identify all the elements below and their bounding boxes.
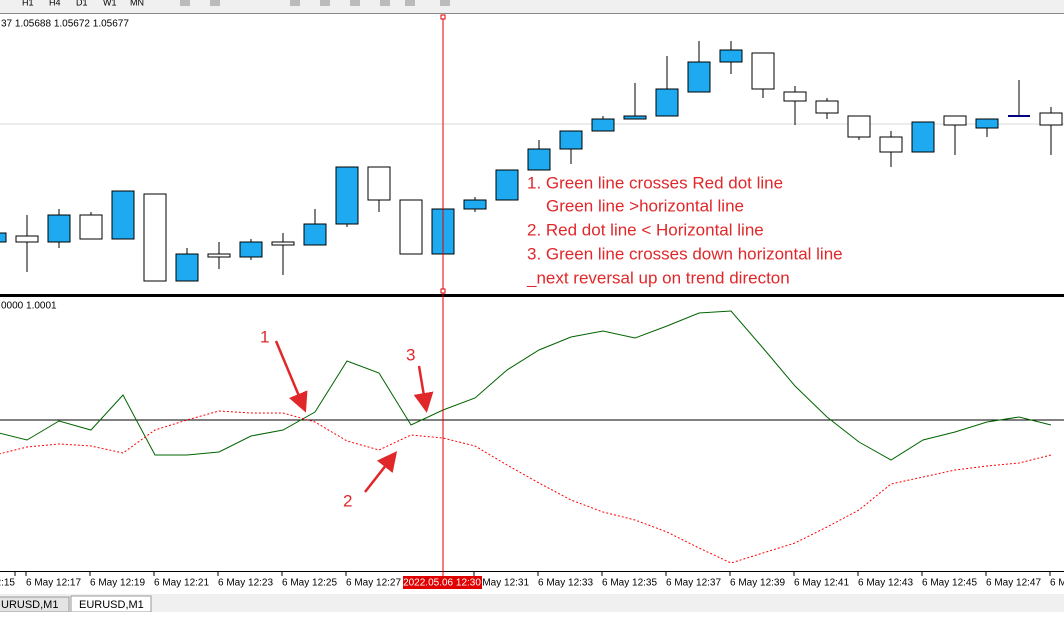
tool-icon[interactable] <box>320 0 330 6</box>
tool-icon[interactable] <box>180 0 190 6</box>
candle-body <box>15 235 39 243</box>
timeframe-button[interactable]: H4 <box>49 0 61 7</box>
tab-label[interactable]: EURUSD,M1 <box>79 599 144 611</box>
candle-body <box>399 199 423 255</box>
candle-body <box>975 118 999 129</box>
marker: 1 <box>260 327 269 346</box>
candle-body <box>0 232 7 243</box>
tab-label[interactable]: URUSD,M1 <box>1 599 58 611</box>
panel-separator <box>0 294 1064 297</box>
time-label: 6 May 12:41 <box>794 578 849 589</box>
time-label: 6 May 12:25 <box>282 578 337 589</box>
candle-body <box>655 88 679 117</box>
note: 3. Green line crosses down horizontal li… <box>527 244 843 263</box>
cursor-time-box <box>403 576 482 589</box>
marker: 2 <box>343 491 352 510</box>
time-label: 6 May 12:19 <box>90 578 145 589</box>
indicator-header: 0000 1.0001 <box>1 301 57 312</box>
time-label: 6 May 1 <box>1050 578 1064 589</box>
candle-body <box>47 214 71 243</box>
candle-body <box>1039 112 1063 126</box>
candle-body <box>463 199 487 210</box>
candle-body <box>239 241 263 258</box>
time-label: 2:15 <box>0 578 15 589</box>
tool-icon[interactable] <box>290 0 300 6</box>
candle-body <box>943 115 967 126</box>
crosshair-handle <box>440 14 446 20</box>
note: 1. Green line crosses Red dot line <box>527 173 783 192</box>
time-label: 6 May 12:35 <box>602 578 657 589</box>
time-label: 6 May 12:45 <box>922 578 977 589</box>
tool-icon[interactable] <box>440 0 450 6</box>
timeframe-button[interactable]: H1 <box>22 0 34 7</box>
candle-body <box>591 118 615 132</box>
time-label: 6 May 12:37 <box>666 578 721 589</box>
candle-body <box>143 193 167 282</box>
candle-body <box>783 91 807 102</box>
time-label: 6 May 12:43 <box>858 578 913 589</box>
candle-body <box>207 253 231 258</box>
notes: 1. Green line crosses Red dot line Green… <box>526 173 843 287</box>
crosshair-handle <box>440 288 446 294</box>
time-label: 6 May 12:47 <box>986 578 1041 589</box>
time-label: 6 May 12:33 <box>538 578 593 589</box>
candle-body <box>175 253 199 282</box>
candle-body <box>495 169 519 201</box>
time-label: 6 May 12:23 <box>218 578 273 589</box>
candle-body <box>79 214 103 240</box>
candle-body <box>623 115 647 120</box>
candle-body <box>687 61 711 93</box>
indicator-line <box>0 310 1052 461</box>
arrow <box>274 340 308 413</box>
timeframe-button[interactable]: D1 <box>76 0 88 7</box>
candle-body <box>367 166 391 201</box>
candle-body <box>111 190 135 240</box>
note: Green line >horizontal line <box>546 196 744 215</box>
toolbar <box>0 0 1064 13</box>
candle-body <box>271 241 295 246</box>
candle-body <box>719 49 743 63</box>
indicator-line <box>0 410 1052 564</box>
tool-icon[interactable] <box>350 0 360 6</box>
candle-body <box>911 121 935 153</box>
candle-body <box>847 115 871 138</box>
timeframe-button[interactable]: W1 <box>103 0 117 7</box>
tool-icon[interactable] <box>380 0 390 6</box>
candle-body <box>527 148 551 171</box>
candle-body <box>559 130 583 150</box>
cursor-time: 2022.05.06 12:30 <box>403 578 481 589</box>
candle-body <box>303 223 327 246</box>
candle-body <box>335 166 359 225</box>
note: _next reversal up on trend directon <box>526 268 790 287</box>
tab-bar <box>0 594 1064 612</box>
time-label: 6 May 12:39 <box>730 578 785 589</box>
candle-body <box>815 100 839 114</box>
tool-icon[interactable] <box>210 0 220 6</box>
arrow <box>364 451 398 493</box>
tool-icon[interactable] <box>405 0 415 6</box>
time-label: 6 May 12:21 <box>154 578 209 589</box>
marker: 3 <box>406 345 415 364</box>
candle-body <box>751 52 775 90</box>
candle-body <box>879 136 903 153</box>
note: 2. Red dot line < Horizontal line <box>527 220 764 239</box>
ohlc-label: 37 1.05688 1.05672 1.05677 <box>1 19 129 30</box>
time-label: 6 May 12:27 <box>346 578 401 589</box>
time-label: 6 May 12:31 <box>474 578 529 589</box>
arrow <box>413 365 434 413</box>
timeframe-button[interactable]: MN <box>130 0 144 7</box>
time-label: 6 May 12:17 <box>26 578 81 589</box>
